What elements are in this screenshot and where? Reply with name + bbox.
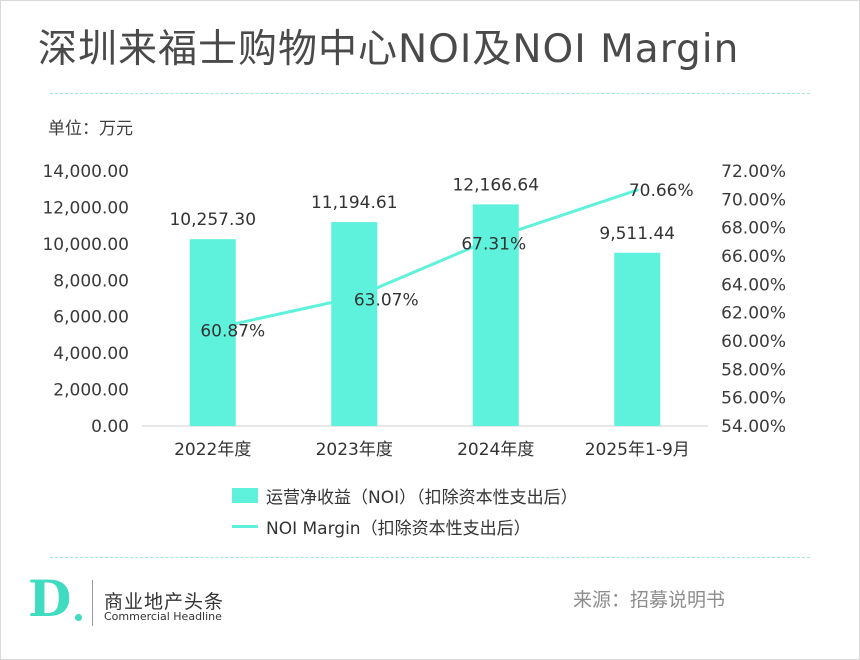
bottom-divider (50, 557, 810, 558)
y-left-tick-label: 0.00 (91, 417, 129, 437)
line-value-label: 60.87% (200, 322, 265, 342)
y-right-tick-label: 64.00% (721, 275, 786, 295)
x-tick-label: 2024年度 (457, 440, 534, 460)
brand-name-cn: 商业地产头条 (104, 591, 225, 613)
y-left-tick-label: 14,000.00 (42, 162, 129, 182)
x-tick-label: 2025年1-9月 (585, 440, 690, 460)
y-right-tick-label: 70.00% (721, 190, 786, 210)
line-point (211, 327, 215, 331)
y-left-tick-label: 8,000.00 (53, 271, 129, 291)
line-value-label: 67.31% (461, 234, 526, 254)
chart-title: 深圳来福士购物中心NOI及NOI Margin (38, 27, 740, 72)
legend-item-noi: 运营净收益（NOI）（扣除资本性支出后） (232, 482, 578, 508)
legend-bar-label: 运营净收益（NOI）（扣除资本性支出后） (266, 487, 578, 508)
top-divider (50, 93, 810, 94)
y-right-tick-label: 54.00% (721, 417, 786, 437)
y-right-tick-label: 56.00% (721, 389, 786, 409)
bar-noi (472, 204, 519, 426)
bar-noi (331, 222, 378, 426)
line-noi-margin (212, 188, 638, 331)
legend-line-swatch (232, 524, 258, 528)
unit-label: 单位：万元 (48, 119, 133, 139)
y-right-tick-label: 68.00% (721, 219, 786, 239)
legend-line-label: NOI Margin（扣除资本性支出后） (266, 518, 531, 539)
source-note: 来源：招募说明书 (573, 589, 726, 611)
bar-value-label: 9,511.44 (599, 224, 675, 244)
legend-item-margin: NOI Margin（扣除资本性支出后） (232, 513, 578, 539)
y-left-tick-label: 2,000.00 (53, 381, 129, 401)
bar-noi (189, 239, 236, 426)
legend-bar-swatch (232, 487, 258, 503)
y-left-tick-label: 6,000.00 (53, 308, 129, 328)
brand-divider (92, 580, 93, 626)
brand-name-en: Commercial Headline (104, 610, 222, 623)
y-right-tick-label: 66.00% (721, 247, 786, 267)
y-right-tick-label: 60.00% (721, 332, 786, 352)
x-tick-label: 2023年度 (316, 440, 393, 460)
bar-value-label: 12,166.64 (452, 175, 539, 195)
line-point (635, 188, 639, 192)
y-right-tick-label: 72.00% (721, 162, 786, 182)
bar-noi (614, 252, 661, 426)
line-value-label: 63.07% (354, 291, 419, 311)
brand-logo-mark: D (28, 569, 72, 628)
bar-value-label: 11,194.61 (311, 193, 398, 213)
bar-value-label: 10,257.30 (169, 210, 256, 230)
line-point (352, 296, 356, 300)
y-right-tick-label: 62.00% (721, 304, 786, 324)
combo-chart: 0.00 2,000.00 4,000.00 6,000.00 8,000.00 10,0… (42, 162, 786, 460)
y-left-tick-label: 10,000.00 (42, 235, 129, 255)
line-point (494, 235, 498, 239)
y-left-tick-label: 4,000.00 (53, 344, 129, 364)
y-left-tick-label: 12,000.00 (42, 198, 129, 218)
brand-logo-dot (75, 614, 82, 621)
legend: 运营净收益（NOI）（扣除资本性支出后） NOI Margin（扣除资本性支出后… (232, 482, 578, 544)
line-value-label: 70.66% (629, 181, 694, 201)
y-right-tick-label: 58.00% (721, 360, 786, 380)
x-tick-label: 2022年度 (174, 440, 251, 460)
